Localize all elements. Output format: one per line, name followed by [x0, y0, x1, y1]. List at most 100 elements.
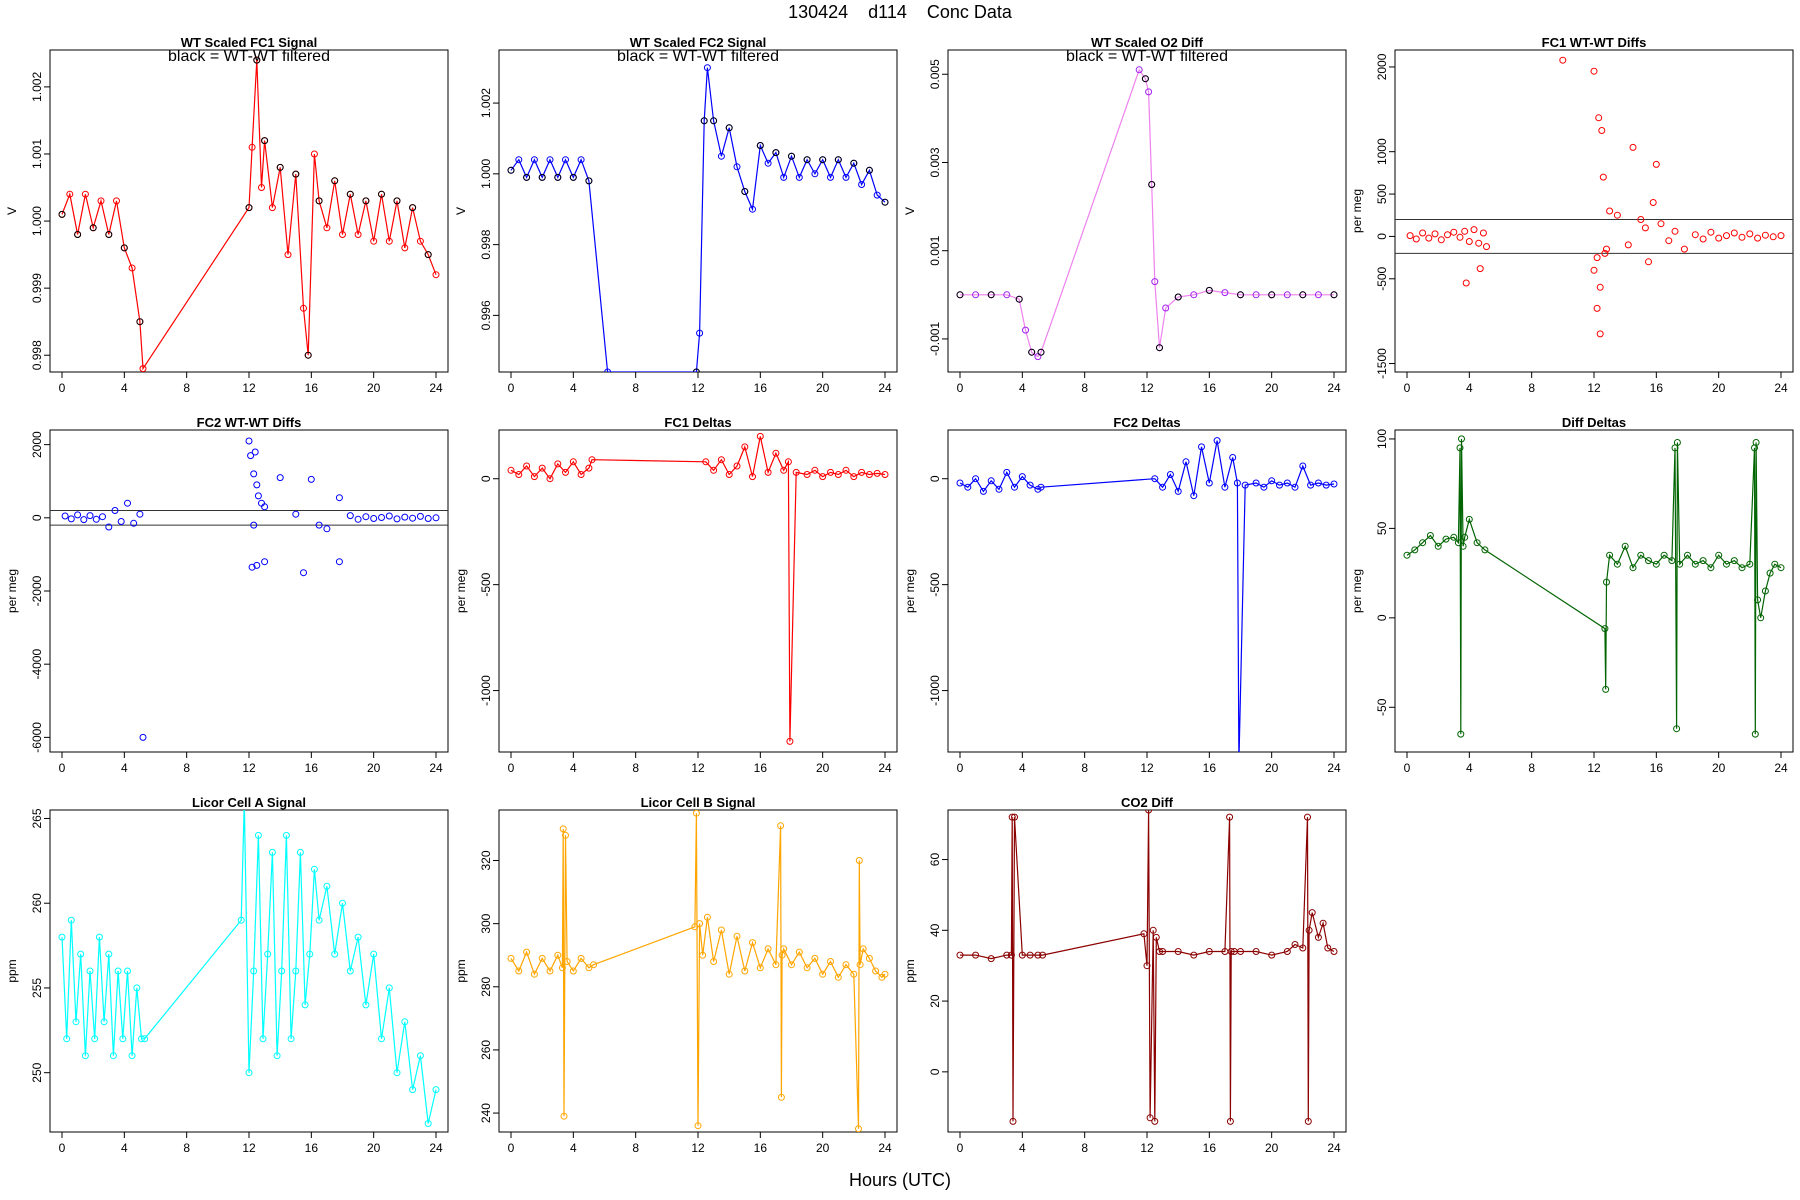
data-point: [1621, 542, 1629, 550]
y-tick-label: 280: [479, 976, 493, 996]
filtered-point: [362, 197, 370, 205]
series-line: [510, 436, 886, 742]
data-point: [515, 156, 523, 164]
data-layer: [507, 810, 889, 1132]
data-point: [111, 507, 119, 514]
data-point: [315, 916, 323, 924]
y-axis-label: V: [5, 207, 19, 215]
data-point: [834, 471, 842, 478]
data-point: [141, 1035, 149, 1043]
data-point: [1026, 951, 1034, 959]
data-point: [956, 479, 964, 487]
x-tick-label: 8: [1081, 1141, 1088, 1155]
data-point: [777, 822, 785, 830]
data-point: [850, 970, 858, 978]
series-line: [960, 810, 1335, 1122]
data-point: [1018, 473, 1026, 481]
series-line: [510, 813, 886, 1129]
data-point: [1314, 291, 1322, 299]
y-tick-label: 0: [30, 514, 44, 521]
data-point: [858, 468, 866, 476]
data-point: [1457, 730, 1465, 738]
data-point: [756, 964, 764, 972]
data-point: [1146, 1114, 1154, 1122]
data-point: [301, 1001, 309, 1009]
data-point: [1308, 909, 1316, 917]
x-tick-label: 8: [1528, 761, 1535, 775]
data-point: [86, 512, 94, 520]
data-point: [105, 523, 113, 531]
y-axis-label: ppm: [5, 959, 19, 982]
data-point: [81, 1052, 89, 1060]
data-point: [354, 515, 362, 523]
data-point: [310, 865, 318, 873]
x-tick-label: 24: [429, 1141, 443, 1155]
x-tick-label: 20: [816, 1141, 830, 1155]
data-point: [1707, 228, 1715, 236]
plot-frame: [498, 429, 898, 753]
data-point: [558, 964, 566, 972]
x-tick-label: 24: [1774, 761, 1788, 775]
data-point: [1752, 439, 1760, 446]
y-tick-label: -1500: [1375, 348, 1389, 379]
data-layer: [1406, 56, 1785, 338]
series-line: [960, 68, 1334, 358]
data-point: [1442, 535, 1450, 543]
data-point: [1723, 560, 1730, 568]
y-tick-label: 1000: [1375, 138, 1389, 165]
data-point: [772, 449, 780, 457]
data-point: [1149, 926, 1157, 934]
x-tick-label: 0: [59, 761, 66, 775]
data-point: [1754, 234, 1762, 242]
x-tick-label: 24: [878, 761, 892, 775]
data-point: [261, 503, 269, 511]
data-point: [264, 950, 272, 958]
data-point: [1660, 551, 1668, 559]
filtered-point: [276, 163, 284, 171]
data-point: [585, 964, 593, 972]
x-tick-label: 20: [1712, 381, 1726, 395]
filtered-point: [89, 224, 97, 232]
data-point: [1166, 471, 1174, 478]
data-point: [987, 477, 995, 485]
x-tick-label: 20: [1712, 761, 1726, 775]
data-point: [1299, 944, 1307, 952]
data-point: [74, 511, 82, 519]
chart-title: WT Scaled FC2 Signal: [630, 35, 767, 50]
data-point: [515, 967, 523, 975]
filtered-point: [331, 177, 339, 185]
data-point: [416, 512, 424, 520]
data-point: [1671, 227, 1679, 235]
chart-panel-6: FC1 Deltas 0 4 8 12 16 20 24 -1000 -500 0 per meg: [454, 415, 898, 775]
x-tick-label: 20: [367, 381, 381, 395]
data-point: [61, 512, 69, 520]
x-tick-label: 0: [957, 1141, 964, 1155]
data-point: [562, 156, 569, 164]
y-tick-label: -2000: [30, 575, 44, 606]
data-layer: [58, 810, 440, 1127]
data-point: [248, 143, 256, 151]
data-point: [538, 954, 546, 962]
x-tick-label: 4: [1019, 1141, 1026, 1155]
data-point: [792, 468, 800, 476]
data-point: [1403, 551, 1411, 559]
x-tick-label: 0: [59, 1141, 66, 1155]
data-point: [258, 184, 265, 191]
data-point: [1174, 487, 1182, 495]
data-point: [335, 558, 343, 566]
data-point: [577, 471, 585, 478]
filtered-point: [881, 198, 889, 206]
data-point: [245, 1069, 253, 1077]
y-tick-label: -1000: [928, 675, 942, 706]
shared-x-axis-title: Hours (UTC): [849, 1170, 951, 1190]
data-point: [827, 468, 834, 476]
data-point: [554, 951, 562, 959]
filtered-point: [585, 177, 593, 185]
plot-frame: [947, 809, 1347, 1133]
data-point: [696, 920, 704, 928]
x-tick-label: 0: [508, 761, 515, 775]
data-point: [842, 173, 850, 181]
data-point: [1330, 948, 1338, 955]
data-point: [1182, 458, 1190, 466]
data-point: [1593, 304, 1601, 312]
